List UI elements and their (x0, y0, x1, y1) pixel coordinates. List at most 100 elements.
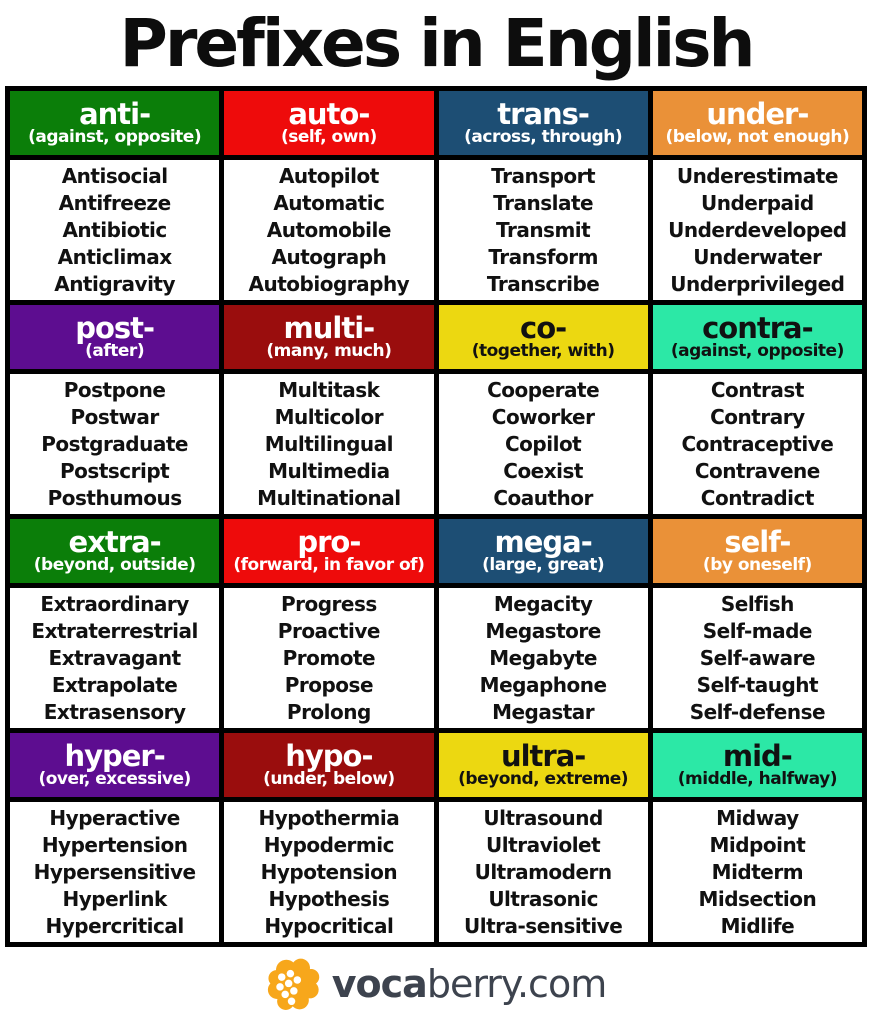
prefix-meaning: (beyond, outside) (33, 555, 196, 576)
prefix-card-header: contra- (against, opposite) (652, 305, 862, 369)
example-word: Transcribe (486, 271, 600, 296)
prefix-card-header: extra- (beyond, outside) (10, 519, 220, 583)
example-word: Multitask (278, 377, 380, 402)
example-word: Multinational (257, 485, 401, 510)
prefix-card-extra: extra- (beyond, outside) Extraordinary E… (10, 519, 220, 728)
grid-row-4: hyper- (over, excessive) Hyperactive Hyp… (10, 733, 862, 942)
prefix-card-header: trans- (across, through) (438, 91, 648, 155)
prefix-card-trans: trans- (across, through) Transport Trans… (438, 91, 648, 300)
example-word: Prolong (286, 699, 371, 724)
example-word: Midway (716, 805, 799, 830)
example-word: Ultra-sensitive (463, 913, 623, 938)
prefix-card-hypo: hypo- (under, below) Hypothermia Hypoder… (224, 733, 434, 942)
example-word: Underestimate (676, 163, 839, 188)
prefix-label: auto- (288, 96, 370, 131)
prefix-examples: Megacity Megastore Megabyte Megaphone Me… (438, 588, 648, 728)
prefix-card-header: under- (below, not enough) (652, 91, 862, 155)
prefix-meaning: (forward, in favor of) (233, 555, 425, 576)
prefix-label: trans- (497, 96, 590, 131)
example-word: Coworker (491, 404, 595, 429)
example-word: Midpoint (709, 832, 806, 857)
prefix-card-mega: mega- (large, great) Megacity Megastore … (438, 519, 648, 728)
example-word: Ultrasonic (488, 886, 598, 911)
prefix-meaning: (by oneself) (702, 555, 812, 576)
prefix-label: contra- (702, 310, 814, 345)
example-word: Hypersensitive (33, 859, 197, 884)
example-word: Contravene (694, 458, 820, 483)
prefix-card-pro: pro- (forward, in favor of) Progress Pro… (224, 519, 434, 728)
prefix-card-post: post- (after) Postpone Postwar Postgradu… (10, 305, 220, 514)
example-word: Underwater (693, 244, 822, 269)
prefix-card-anti: anti- (against, opposite) Antisocial Ant… (10, 91, 220, 300)
prefix-card-under: under- (below, not enough) Underestimate… (652, 91, 862, 300)
example-word: Antisocial (61, 163, 168, 188)
prefix-card-header: anti- (against, opposite) (10, 91, 220, 155)
prefix-card-header: auto- (self, own) (224, 91, 434, 155)
example-word: Autograph (271, 244, 387, 269)
prefix-examples: Progress Proactive Promote Propose Prolo… (224, 588, 434, 728)
prefix-card-header: mega- (large, great) (438, 519, 648, 583)
prefix-card-co: co- (together, with) Cooperate Coworker … (438, 305, 648, 514)
example-word: Posthumous (47, 485, 183, 510)
example-word: Extraterrestrial (31, 618, 198, 643)
example-word: Extravagant (48, 645, 182, 670)
prefix-label: self- (724, 524, 791, 559)
example-word: Anticlimax (57, 244, 172, 269)
prefix-card-mid: mid- (middle, halfway) Midway Midpoint M… (652, 733, 862, 942)
example-word: Hyperlink (62, 886, 167, 911)
example-word: Ultramodern (474, 859, 613, 884)
prefix-card-ultra: ultra- (beyond, extreme) Ultrasound Ultr… (438, 733, 648, 942)
example-word: Multimedia (268, 458, 390, 483)
example-word: Self-made (702, 618, 813, 643)
example-word: Midlife (720, 913, 795, 938)
prefix-card-auto: auto- (self, own) Autopilot Automatic Au… (224, 91, 434, 300)
prefix-examples: Transport Translate Transmit Transform T… (438, 160, 648, 300)
prefix-meaning: (against, opposite) (670, 341, 845, 362)
example-word: Transmit (496, 217, 591, 242)
prefix-examples: Ultrasound Ultraviolet Ultramodern Ultra… (438, 802, 648, 942)
prefix-card-header: ultra- (beyond, extreme) (438, 733, 648, 797)
example-word: Midterm (711, 859, 804, 884)
example-word: Cooperate (487, 377, 600, 402)
prefix-meaning: (many, much) (266, 341, 392, 362)
example-word: Megastore (485, 618, 601, 643)
example-word: Megastar (492, 699, 595, 724)
example-word: Antifreeze (58, 190, 172, 215)
prefix-card-header: post- (after) (10, 305, 220, 369)
example-word: Contraceptive (681, 431, 834, 456)
berry-icon (266, 954, 324, 1014)
prefix-examples: Midway Midpoint Midterm Midsection Midli… (652, 802, 862, 942)
example-word: Ultrasound (483, 805, 603, 830)
example-word: Multicolor (274, 404, 384, 429)
prefix-label: multi- (283, 310, 376, 345)
page-title: Prefixes in English (119, 4, 755, 82)
example-word: Hypertension (41, 832, 188, 857)
example-word: Transform (488, 244, 598, 269)
prefix-examples: Multitask Multicolor Multilingual Multim… (224, 374, 434, 514)
prefix-examples: Extraordinary Extraterrestrial Extravaga… (10, 588, 220, 728)
prefix-label: extra- (68, 524, 162, 559)
prefix-meaning: (against, opposite) (28, 127, 202, 148)
example-word: Postwar (70, 404, 160, 429)
prefix-meaning: (together, with) (471, 341, 615, 362)
prefix-label: co- (520, 310, 567, 345)
example-word: Automatic (273, 190, 385, 215)
example-word: Extraordinary (40, 591, 189, 616)
example-word: Contrary (710, 404, 805, 429)
prefix-card-multi: multi- (many, much) Multitask Multicolor… (224, 305, 434, 514)
example-word: Coexist (503, 458, 583, 483)
prefix-card-header: pro- (forward, in favor of) (224, 519, 434, 583)
example-word: Automobile (266, 217, 392, 242)
example-word: Antibiotic (62, 217, 167, 242)
example-word: Ultraviolet (486, 832, 601, 857)
prefix-examples: Antisocial Antifreeze Antibiotic Anticli… (10, 160, 220, 300)
example-word: Selfish (720, 591, 795, 616)
brand-name: vocaberry.com (332, 962, 607, 1006)
example-word: Propose (284, 672, 374, 697)
prefix-card-hyper: hyper- (over, excessive) Hyperactive Hyp… (10, 733, 220, 942)
prefix-card-self: self- (by oneself) Selfish Self-made Sel… (652, 519, 862, 728)
prefix-grid: anti- (against, opposite) Antisocial Ant… (5, 86, 867, 947)
prefix-examples: Cooperate Coworker Copilot Coexist Coaut… (438, 374, 648, 514)
prefix-examples: Hypothermia Hypodermic Hypotension Hypot… (224, 802, 434, 942)
example-word: Hypocritical (264, 913, 394, 938)
